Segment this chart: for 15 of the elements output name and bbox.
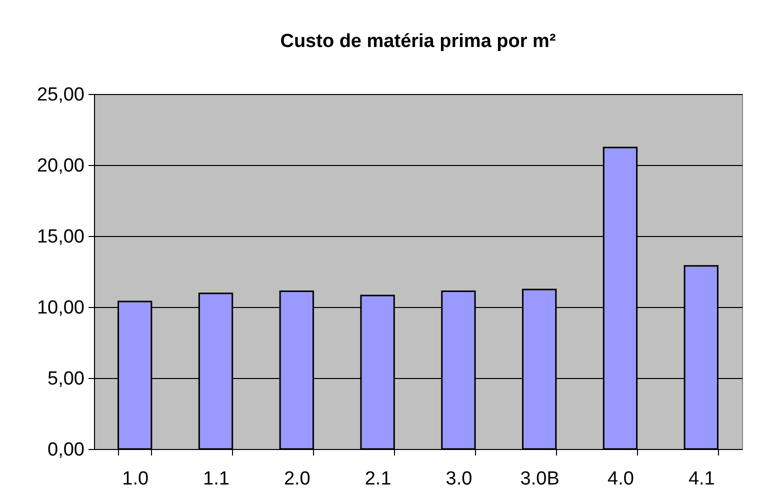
x-tick-label: 2.0: [284, 468, 310, 490]
x-tick-label: 1.0: [122, 468, 149, 490]
y-tick-label: 25,00: [36, 84, 84, 106]
x-tick-label: 3.0B: [520, 468, 560, 490]
x-tick-label: 4.1: [688, 468, 715, 490]
y-tick-label: 20,00: [36, 156, 84, 176]
chart-title: Custo de matéria prima por m²: [280, 31, 556, 52]
x-tick-label: 4.0: [608, 468, 634, 490]
y-tick-label: 5,00: [48, 368, 84, 390]
y-tick-label: 0,00: [48, 440, 84, 460]
y-tick-label: 15,00: [36, 226, 84, 248]
y-tick-label: 10,00: [36, 298, 84, 318]
x-tick-label: 2.1: [364, 468, 392, 490]
x-tick-label: 1.1: [203, 468, 230, 490]
x-tick-label: 3.0: [446, 468, 472, 490]
